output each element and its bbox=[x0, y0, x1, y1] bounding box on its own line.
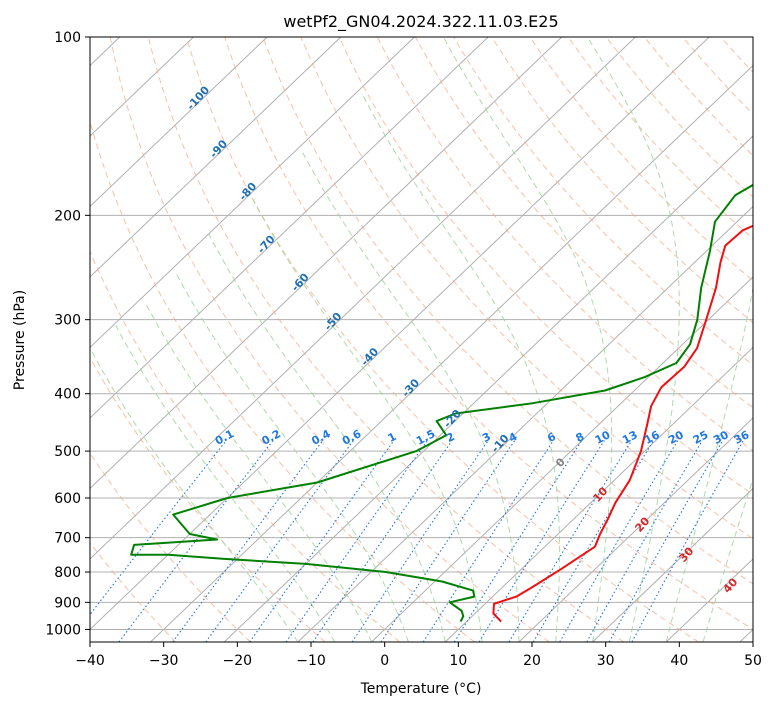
mixing-ratio-label: 10 bbox=[593, 428, 613, 447]
dry-adiabat bbox=[90, 250, 401, 642]
x-tick-label: −40 bbox=[75, 653, 105, 669]
moist-adiabat bbox=[250, 195, 483, 642]
dry-adiabat bbox=[338, 37, 753, 496]
isotherm-line bbox=[90, 37, 415, 349]
isotherm-line bbox=[592, 487, 753, 642]
profile-lines bbox=[130, 183, 753, 623]
dry-adiabat bbox=[90, 356, 326, 642]
isotherm-line bbox=[518, 417, 753, 642]
isotherm-line bbox=[90, 37, 636, 560]
x-tick-label: 0 bbox=[380, 653, 389, 669]
isotherm-line bbox=[444, 346, 753, 642]
moist-adiabat bbox=[208, 233, 446, 642]
x-tick-label: −10 bbox=[296, 653, 326, 669]
x-tick-label: 30 bbox=[597, 653, 615, 669]
dry-adiabat bbox=[262, 37, 753, 585]
isotherm-line bbox=[150, 64, 753, 642]
mixing-ratio-line bbox=[631, 440, 744, 642]
mixing-ratio-label: 30 bbox=[711, 428, 731, 447]
y-tick-label: 1000 bbox=[45, 622, 81, 638]
mixing-ratio-line bbox=[312, 440, 453, 642]
y-tick-label: 600 bbox=[54, 491, 81, 507]
x-axis-title: Temperature (°C) bbox=[360, 681, 482, 697]
isotherm-line bbox=[90, 37, 563, 490]
x-tick-label: 40 bbox=[670, 653, 688, 669]
moist-adiabat bbox=[702, 477, 753, 642]
moist-adiabat bbox=[587, 37, 680, 642]
dry-adiabat bbox=[300, 37, 753, 540]
x-tick-label: −30 bbox=[149, 653, 179, 669]
dry-adiabat bbox=[376, 37, 753, 452]
mixing-ratio-label: 25 bbox=[691, 428, 711, 447]
isotherm-line bbox=[90, 37, 268, 208]
moist-adiabat bbox=[443, 37, 613, 642]
y-tick-label: 700 bbox=[54, 531, 81, 547]
isotherm-line bbox=[223, 135, 753, 642]
mixing-ratio-line bbox=[422, 440, 554, 642]
x-tick-label: −20 bbox=[223, 653, 253, 669]
dry-adiabat bbox=[90, 119, 475, 642]
y-tick-label: 500 bbox=[54, 444, 81, 460]
x-tick-label: 20 bbox=[523, 653, 541, 669]
background-lines bbox=[90, 37, 753, 642]
y-tick-label: 400 bbox=[54, 387, 81, 403]
mixing-ratio-line bbox=[478, 440, 605, 642]
mixing-ratio-line bbox=[351, 440, 489, 642]
mixing-ratio-line bbox=[608, 440, 724, 642]
y-axis-title: Pressure (hPa) bbox=[12, 290, 28, 390]
mixing-ratio-label: 13 bbox=[620, 428, 640, 447]
mixing-ratio-line bbox=[380, 440, 516, 642]
isotherm-line bbox=[90, 37, 489, 419]
x-tick-label: 10 bbox=[449, 653, 467, 669]
dry-adiabat bbox=[414, 37, 753, 409]
y-tick-label: 900 bbox=[54, 595, 81, 611]
dry-adiabat bbox=[109, 37, 550, 642]
plot-frame bbox=[89, 36, 754, 643]
mixing-ratio-line bbox=[285, 440, 428, 642]
mixing-ratio-line bbox=[508, 440, 633, 642]
temperature-profile-line bbox=[492, 224, 753, 623]
axis-ticks: −40 −30 −20 −10 0 10 20 30 40 50 100 200 300 400 500 60… bbox=[45, 30, 762, 669]
dry-adiabat bbox=[186, 37, 699, 642]
mixing-ratio-label: 16 bbox=[642, 428, 662, 447]
y-tick-label: 300 bbox=[54, 313, 81, 329]
moist-adiabat bbox=[665, 285, 753, 642]
y-tick-label: 100 bbox=[54, 30, 81, 46]
x-tick-label: 50 bbox=[744, 653, 762, 669]
mixing-ratio-label: 20 bbox=[666, 428, 686, 447]
dry-adiabat bbox=[453, 37, 753, 366]
mixing-ratio-line bbox=[559, 440, 679, 642]
isotherm-line bbox=[371, 276, 753, 642]
mixing-ratio-line bbox=[90, 440, 227, 616]
moist-adiabat bbox=[144, 301, 372, 642]
moist-adiabat bbox=[361, 94, 561, 642]
mixing-ratio-line bbox=[453, 440, 583, 642]
moist-adiabat bbox=[90, 347, 299, 642]
dry-adiabat bbox=[147, 37, 625, 642]
isotherm-line bbox=[90, 37, 342, 278]
y-tick-label: 200 bbox=[54, 208, 81, 224]
mixing-ratio-label: 36 bbox=[732, 428, 752, 447]
y-tick-label: 800 bbox=[54, 565, 81, 581]
chart-title: wetPf2_GN04.2024.322.11.03.E25 bbox=[283, 12, 558, 32]
moist-adiabat bbox=[300, 149, 520, 642]
dewpoint-profile-line bbox=[130, 183, 753, 623]
moist-adiabat bbox=[114, 323, 336, 642]
mixing-ratio-line bbox=[586, 440, 703, 642]
